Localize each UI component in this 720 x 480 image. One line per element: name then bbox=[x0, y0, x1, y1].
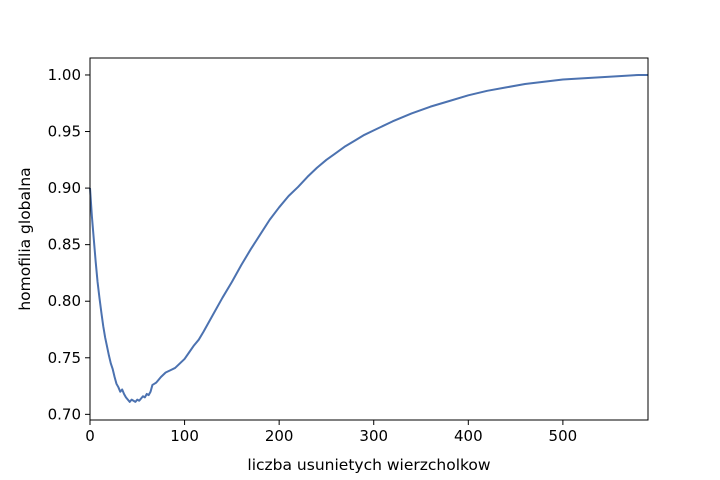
x-tick-label: 0 bbox=[85, 427, 95, 445]
y-tick-label: 0.90 bbox=[48, 179, 81, 197]
y-tick-label: 0.80 bbox=[48, 292, 81, 310]
y-tick-label: 1.00 bbox=[48, 66, 81, 84]
x-axis-ticks: 0 100 200 300 400 500 bbox=[85, 420, 577, 445]
plot-frame bbox=[89, 57, 649, 421]
series-line-0 bbox=[89, 73, 648, 403]
y-tick-label: 0.95 bbox=[48, 123, 81, 141]
y-axis-label: homofilia globalna bbox=[16, 167, 34, 310]
y-tick-label: 0.70 bbox=[48, 405, 81, 423]
x-tick-label: 200 bbox=[265, 427, 294, 445]
y-tick-label: 0.85 bbox=[48, 236, 81, 254]
plot-content bbox=[89, 73, 648, 403]
x-tick-label: 100 bbox=[170, 427, 199, 445]
y-axis-ticks: 0.70 0.75 0.80 0.85 0.90 0.95 1.00 bbox=[48, 66, 90, 423]
y-tick-label: 0.75 bbox=[48, 349, 81, 367]
x-tick-label: 500 bbox=[549, 427, 578, 445]
x-axis-label: liczba usunietych wierzcholkow bbox=[247, 456, 491, 474]
x-tick-label: 400 bbox=[454, 427, 483, 445]
x-tick-label: 300 bbox=[359, 427, 388, 445]
